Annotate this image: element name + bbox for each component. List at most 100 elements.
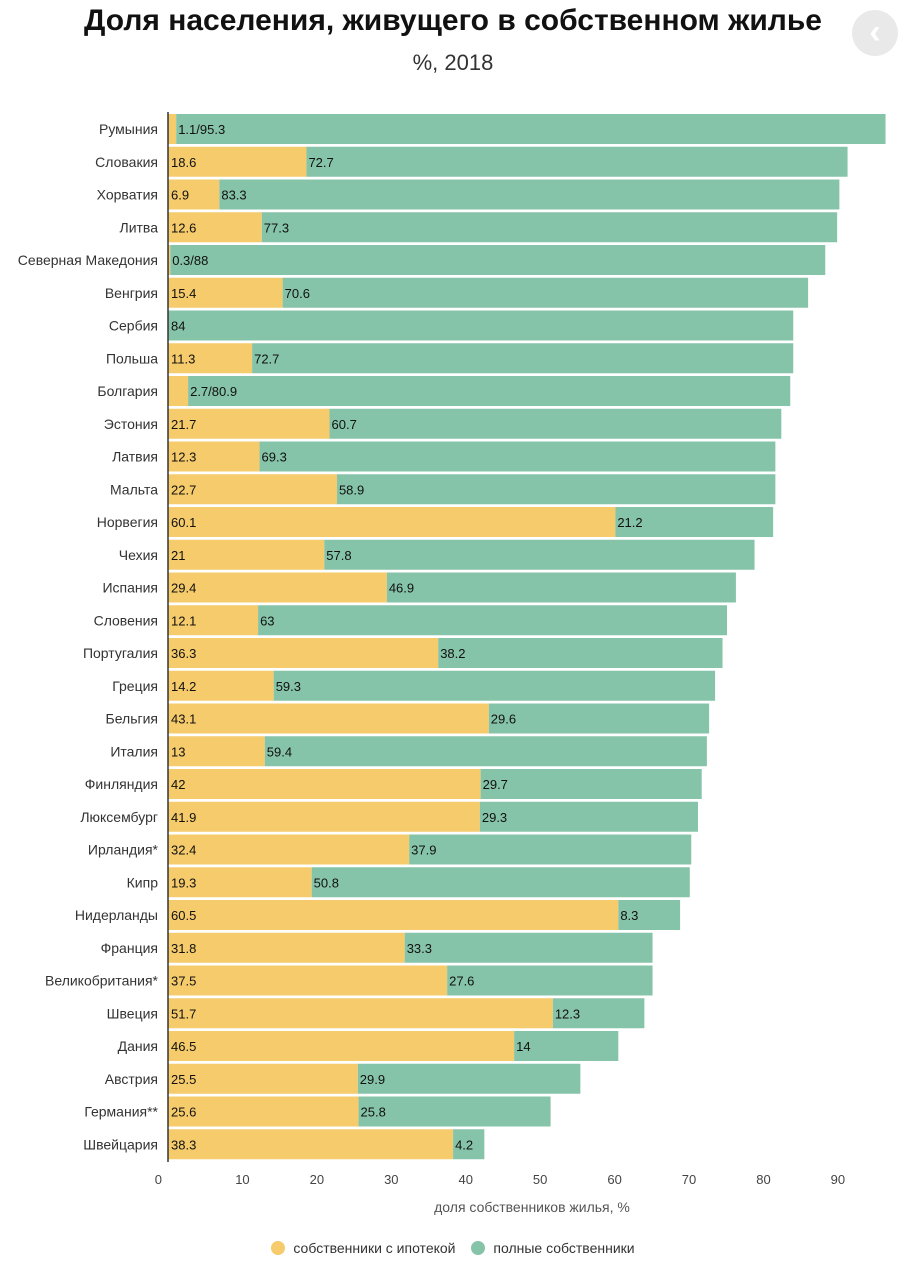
data-label-full: 29.6 (491, 712, 516, 727)
data-label-full: 21.2 (617, 515, 642, 530)
data-label-full: 59.4 (267, 744, 292, 759)
bar-full (488, 703, 710, 734)
category-label: Польша (106, 350, 158, 366)
data-label-mortgage: 25.6 (171, 1105, 196, 1120)
category-label: Финляндия (85, 776, 158, 792)
data-label-full: 46.9 (389, 581, 414, 596)
bar-mortgage (168, 998, 553, 1029)
bar-mortgage (168, 801, 480, 832)
bar-full (282, 277, 809, 308)
x-tick-label: 40 (458, 1172, 472, 1187)
data-label-full: 72.7 (254, 351, 279, 366)
bar-mortgage (168, 900, 619, 930)
data-label-full: 29.9 (360, 1072, 385, 1087)
bar-full (306, 146, 848, 177)
bar-full (447, 965, 653, 996)
category-label: Литва (120, 219, 159, 235)
data-label-mortgage: 42 (171, 777, 185, 792)
legend-item-full: полные собственники (471, 1240, 635, 1256)
category-label: Швеция (107, 1005, 158, 1021)
data-label-full: 38.2 (440, 646, 465, 661)
bar-mortgage (168, 703, 489, 734)
data-label-mortgage: 38.3 (171, 1137, 196, 1152)
category-label: Мальта (110, 481, 158, 497)
data-label-full: 2.7/80.9 (190, 384, 237, 399)
data-label-full: 1.1/95.3 (178, 122, 225, 137)
bar-full (453, 1129, 485, 1160)
data-label-mortgage: 25.5 (171, 1072, 196, 1087)
data-label-mortgage: 12.6 (171, 220, 196, 235)
chevron-left-icon: ‹ (869, 13, 881, 51)
category-label: Греция (112, 678, 158, 694)
data-label-mortgage: 41.9 (171, 810, 196, 825)
x-tick-label: 20 (310, 1172, 324, 1187)
category-label: Румыния (99, 121, 158, 137)
data-label-mortgage: 37.5 (171, 974, 196, 989)
bar-mortgage (168, 670, 274, 701)
data-label-mortgage: 15.4 (171, 286, 196, 301)
x-tick-label: 30 (384, 1172, 398, 1187)
bar-mortgage (168, 1129, 454, 1160)
data-label-mortgage: 21 (171, 548, 185, 563)
legend-swatch-full (471, 1241, 486, 1255)
data-label-full: 37.9 (411, 843, 436, 858)
bar-full (259, 441, 776, 472)
data-label-mortgage: 46.5 (171, 1039, 196, 1054)
data-label-full: 58.9 (339, 482, 364, 497)
bar-full (311, 867, 690, 898)
bar-mortgage (168, 146, 307, 177)
bar-mortgage (168, 1096, 359, 1127)
data-label-mortgage: 31.8 (171, 941, 196, 956)
data-label-full: 63 (260, 613, 274, 628)
data-label-full: 69.3 (262, 450, 287, 465)
legend-item-mortgage: собственники с ипотекой (271, 1240, 456, 1256)
x-tick-label: 10 (235, 1172, 249, 1187)
category-label: Хорватия (97, 187, 158, 203)
bar-full (261, 212, 838, 243)
x-tick-label: 90 (831, 1172, 845, 1187)
bar-mortgage (168, 343, 253, 374)
data-label-full: 70.6 (285, 286, 310, 301)
bar-full (264, 736, 707, 767)
bar-full (324, 539, 755, 570)
bar-mortgage (168, 1031, 515, 1061)
data-label-mortgage: 60.5 (171, 908, 196, 923)
bar-mortgage (168, 965, 448, 996)
bar-mortgage (168, 245, 171, 275)
data-label-full: 33.3 (407, 941, 432, 956)
bar-mortgage (168, 408, 330, 439)
bar-full (438, 638, 723, 668)
category-label: Сербия (109, 318, 158, 334)
x-tick-label: 50 (533, 1172, 547, 1187)
category-label: Италия (110, 743, 158, 759)
category-label: Нидерланды (75, 907, 158, 923)
category-label: Франция (101, 940, 158, 956)
data-label-full: 59.3 (276, 679, 301, 694)
bar-mortgage (168, 605, 259, 636)
bar-mortgage (168, 932, 405, 963)
back-button[interactable]: ‹ (852, 10, 898, 56)
bar-mortgage (168, 834, 410, 865)
category-label: Австрия (105, 1071, 158, 1087)
bar-mortgage (168, 507, 616, 537)
data-label-full: 27.6 (449, 974, 474, 989)
bar-full (615, 507, 774, 537)
bar-full (479, 801, 698, 832)
bar-full (618, 900, 681, 930)
data-label-mortgage: 60.1 (171, 515, 196, 530)
data-label-full: 29.3 (482, 810, 507, 825)
data-label-full: 25.8 (361, 1105, 386, 1120)
bar-mortgage (168, 441, 260, 472)
bar-mortgage (168, 474, 337, 505)
stacked-bar-chart: Румыния 1.1/95.3 Словакия 18.6 72.7 Хорватия 6… (18, 112, 886, 1215)
category-label: Латвия (112, 449, 158, 465)
category-label: Бельгия (106, 711, 158, 727)
data-label-mortgage: 11.3 (171, 351, 195, 366)
category-label: Дания (118, 1038, 158, 1054)
bar-mortgage (168, 114, 177, 144)
x-tick-label: 0 (155, 1172, 162, 1187)
legend-label-full: полные собственники (493, 1240, 635, 1256)
chart-subtitle: %, 2018 (412, 50, 494, 75)
bar-full (552, 998, 645, 1029)
x-tick-label: 80 (756, 1172, 770, 1187)
